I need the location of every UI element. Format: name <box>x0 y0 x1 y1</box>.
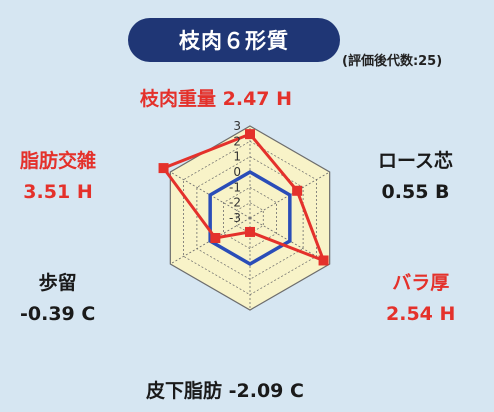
axis-grade: B <box>435 181 450 203</box>
tick-label: 1 <box>233 150 241 164</box>
axis-label-carcass-weight: 枝肉重量 2.47 H <box>140 84 292 111</box>
tick-label: 3 <box>233 119 241 133</box>
axis-name: 枝肉重量 <box>140 88 217 110</box>
tick-label: 0 <box>233 165 241 179</box>
grid-ring <box>223 186 277 250</box>
data-point <box>210 233 221 244</box>
axis-name: 脂肪交雑 <box>20 150 97 172</box>
tick-label: -3 <box>229 211 241 225</box>
radar-grid <box>169 125 331 311</box>
axis-label-yield: 歩留 -0.39 C <box>20 268 95 325</box>
data-point <box>245 129 255 140</box>
data-point <box>292 185 303 196</box>
axis-value: 2.47 <box>222 88 270 110</box>
axis-name: バラ厚 <box>392 272 450 294</box>
axis-grade: H <box>276 88 293 110</box>
axis-value: -0.39 <box>20 303 75 325</box>
tick-label: -1 <box>229 180 241 194</box>
data-point <box>318 255 329 266</box>
axis-label-rib-eye: ロース芯 0.55 B <box>378 146 453 203</box>
axis-label-subcutaneous-fat: 皮下脂肪 -2.09 C <box>146 376 304 403</box>
data-point <box>245 226 255 237</box>
axis-value: 3.51 <box>23 181 71 203</box>
data-series <box>158 129 329 266</box>
axis-value: 2.54 <box>386 303 433 325</box>
axis-name: 皮下脂肪 <box>146 380 223 402</box>
zero-line <box>208 169 292 267</box>
title-pill: 枝肉６形質 <box>128 18 340 62</box>
data-point <box>158 163 169 174</box>
axis-grade: H <box>439 303 456 325</box>
axis-value: 0.55 <box>381 181 429 203</box>
axis-grade: C <box>81 303 96 325</box>
axis-grade: C <box>290 380 304 402</box>
axis-label-marbling: 脂肪交雑 3.51 H <box>20 146 96 203</box>
tick-label: -2 <box>229 196 241 210</box>
progeny-count-note: (評価後代数:25) <box>342 54 443 69</box>
tick-label: 2 <box>233 134 241 148</box>
tick-labels: 32 10-1 -2-3 <box>229 119 241 225</box>
axis-name: 歩留 <box>38 272 77 294</box>
chart-title: 枝肉６形質 <box>179 29 289 53</box>
axis-name: ロース芯 <box>378 150 454 172</box>
zero-reference-hexagon <box>208 169 292 267</box>
axis-label-rib-thickness: バラ厚 2.54 H <box>386 268 455 325</box>
axis-grade: H <box>76 181 93 203</box>
axis-value: -2.09 <box>228 380 284 402</box>
